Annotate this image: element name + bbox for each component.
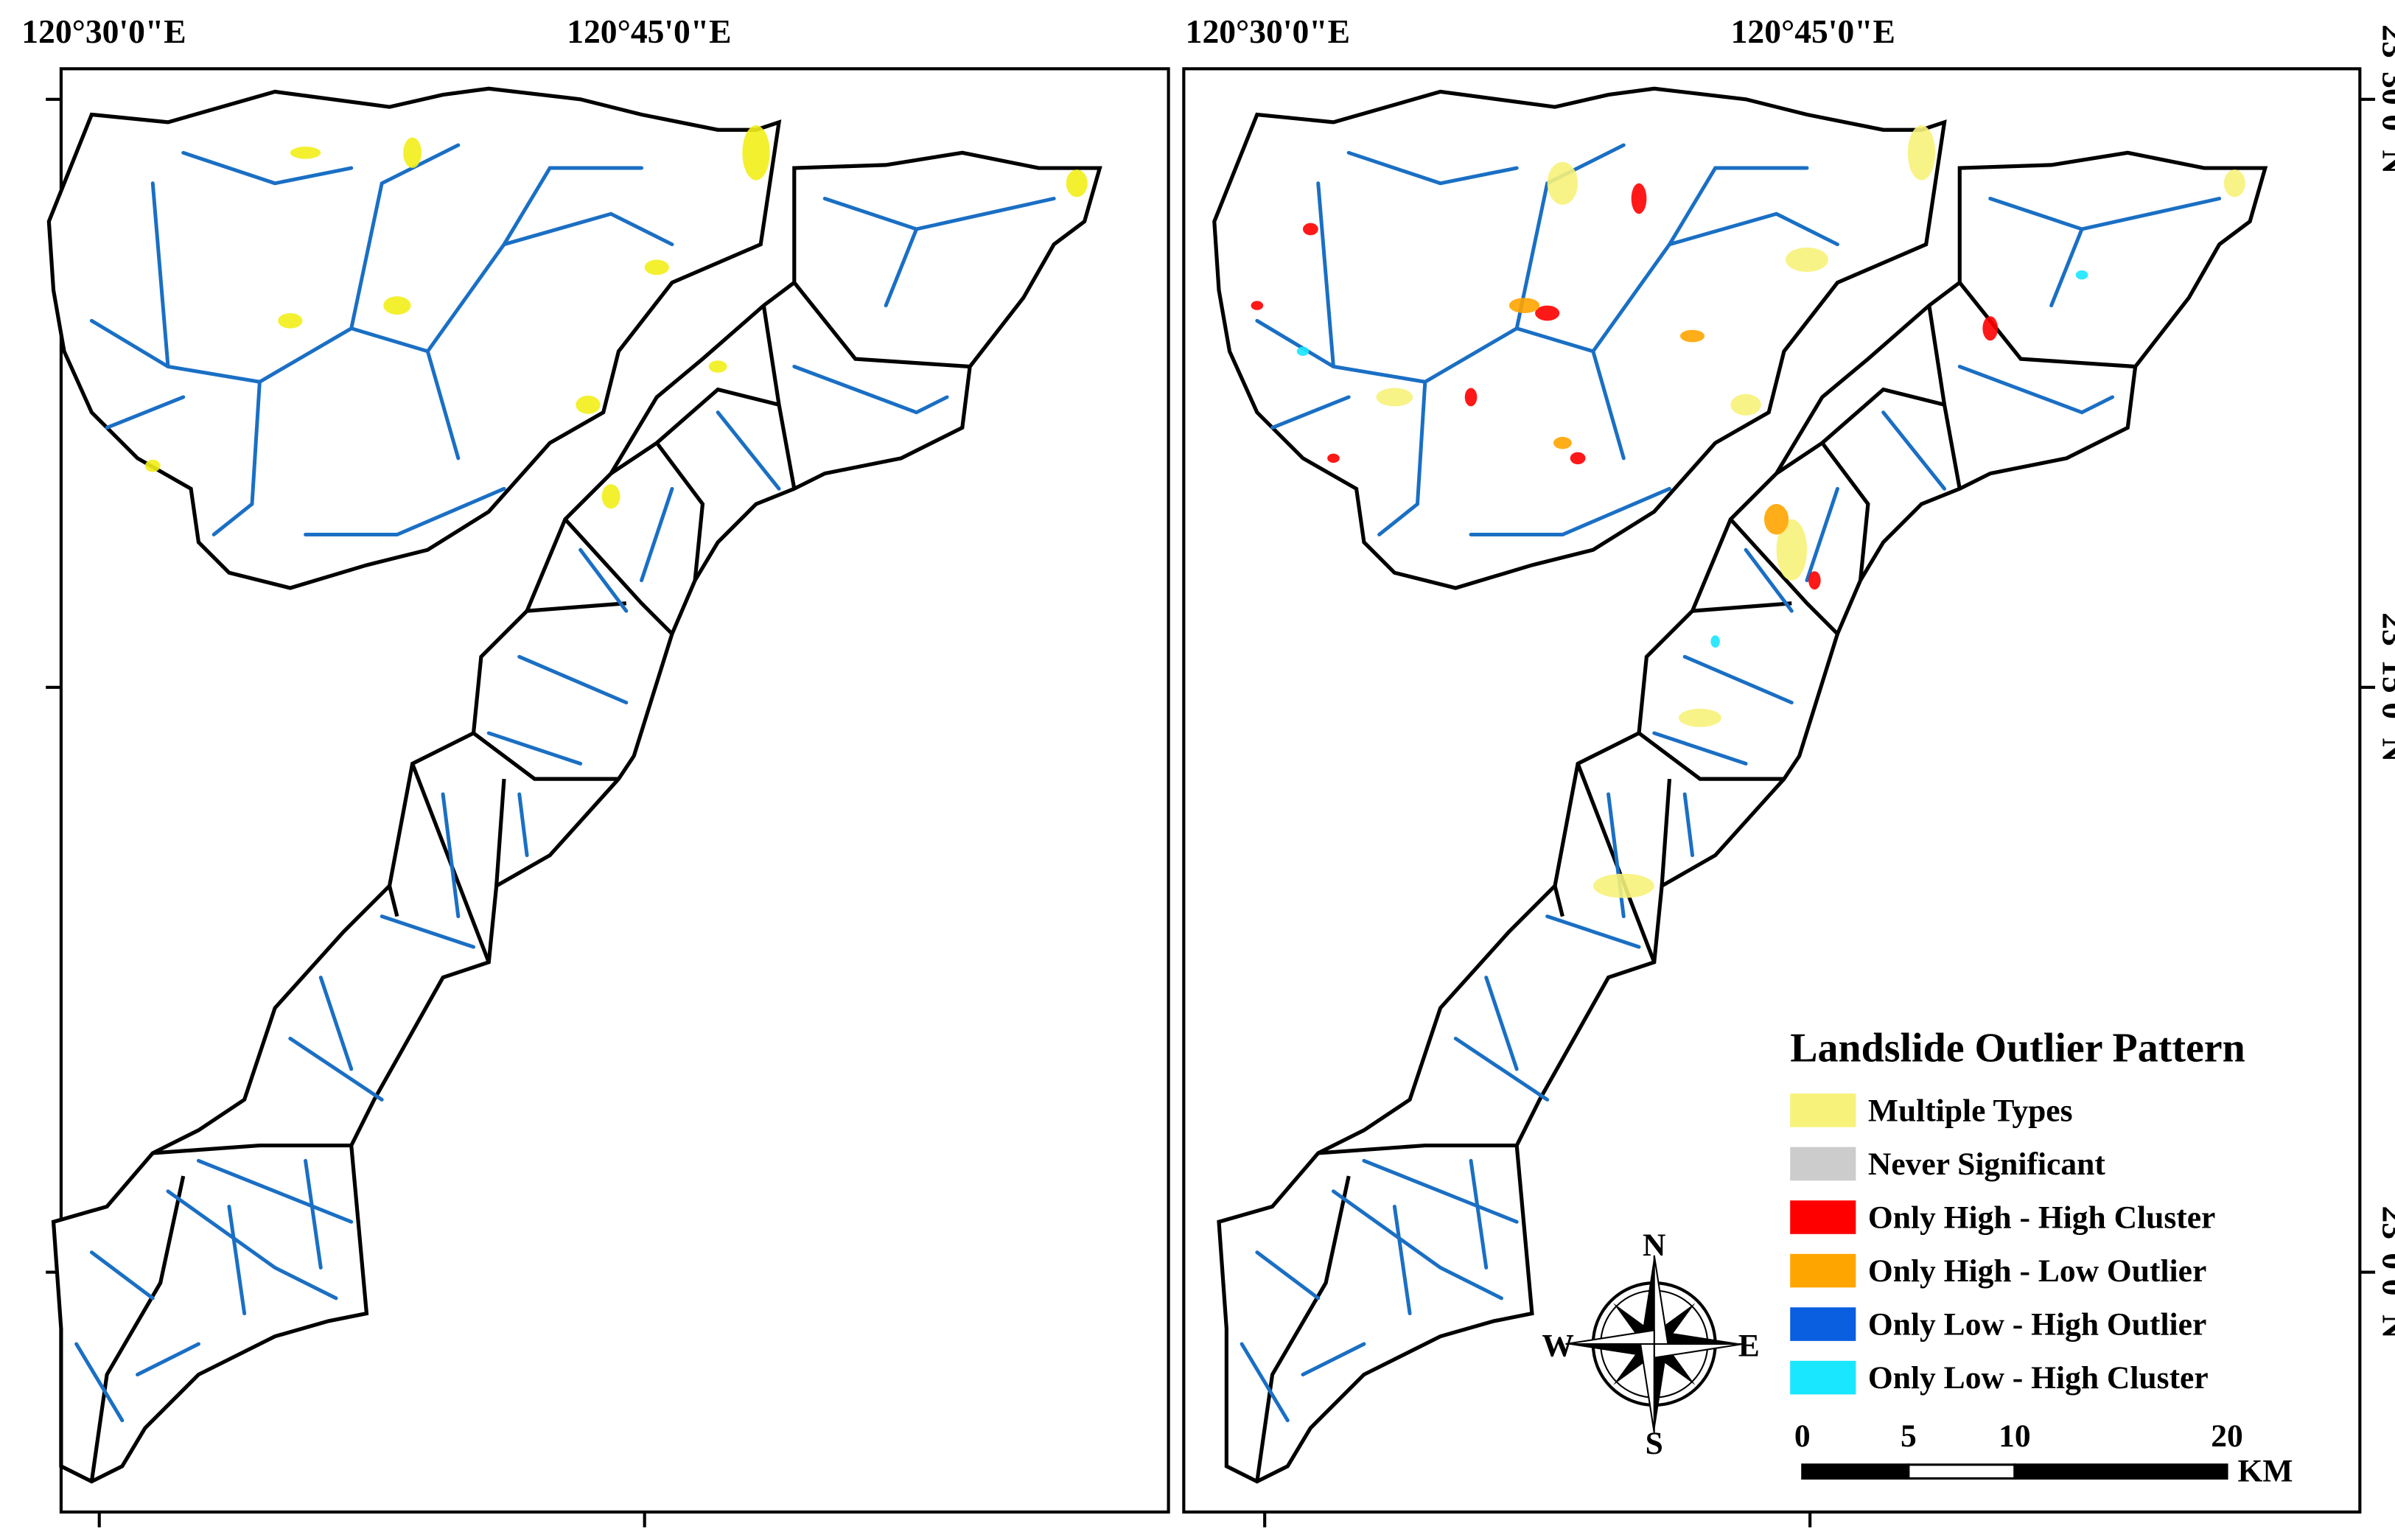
frame-ticks <box>46 97 2376 1527</box>
compass <box>1565 1255 1744 1433</box>
legend-swatch <box>1790 1147 1856 1181</box>
legend-label: Only High - High Cluster <box>1868 1200 2215 1236</box>
compass-e: E <box>1738 1329 1760 1364</box>
right-map <box>1214 88 2265 1481</box>
scale-unit: KM <box>2238 1454 2293 1489</box>
legend-label: Only Low - High Outlier <box>1868 1307 2206 1343</box>
legend-label: Only High - Low Outlier <box>1868 1253 2206 1289</box>
scale-bar: 0 5 10 20 <box>1794 1418 2243 1480</box>
legend-swatch <box>1790 1200 1856 1234</box>
scale-label: 10 <box>1999 1418 2031 1454</box>
legend-label: Multiple Types <box>1868 1093 2073 1128</box>
scale-segment <box>2013 1463 2228 1480</box>
left-map <box>49 88 1099 1481</box>
legend-title: Landslide Outlier Pattern <box>1790 1026 2245 1071</box>
legend-swatch <box>1790 1360 1856 1395</box>
scale-segment <box>1907 1463 2016 1480</box>
scale-label: 20 <box>2211 1418 2243 1454</box>
legend-swatch <box>1790 1093 1856 1127</box>
legend-label: Only Low - High Cluster <box>1868 1360 2209 1396</box>
longitude-label: 120°30'0"E <box>1186 13 1350 50</box>
scale-segment <box>1801 1463 1910 1480</box>
legend-swatch <box>1790 1307 1856 1341</box>
longitude-label: 120°45'0"E <box>567 13 731 50</box>
scale-label: 0 <box>1794 1418 1811 1454</box>
map-frame <box>1182 67 2362 1514</box>
scale-label: 5 <box>1901 1418 1917 1454</box>
legend-swatch <box>1790 1253 1856 1288</box>
legend: Multiple Types Never Significant Only High… <box>1790 1093 2215 1396</box>
compass-w: W <box>1542 1329 1574 1364</box>
latitude-label: 23°0'0"N <box>2375 1205 2395 1338</box>
compass-s: S <box>1646 1426 1663 1461</box>
latitude-label: 23°30'0"N <box>2375 24 2395 174</box>
compass-n: N <box>1643 1228 1665 1263</box>
legend-label: Never Significant <box>1868 1147 2105 1182</box>
longitude-label: 120°30'0"E <box>21 13 186 50</box>
latitude-label: 23°15'0"N <box>2375 612 2395 762</box>
map-frame <box>59 67 1170 1514</box>
longitude-label: 120°45'0"E <box>1731 13 1895 50</box>
